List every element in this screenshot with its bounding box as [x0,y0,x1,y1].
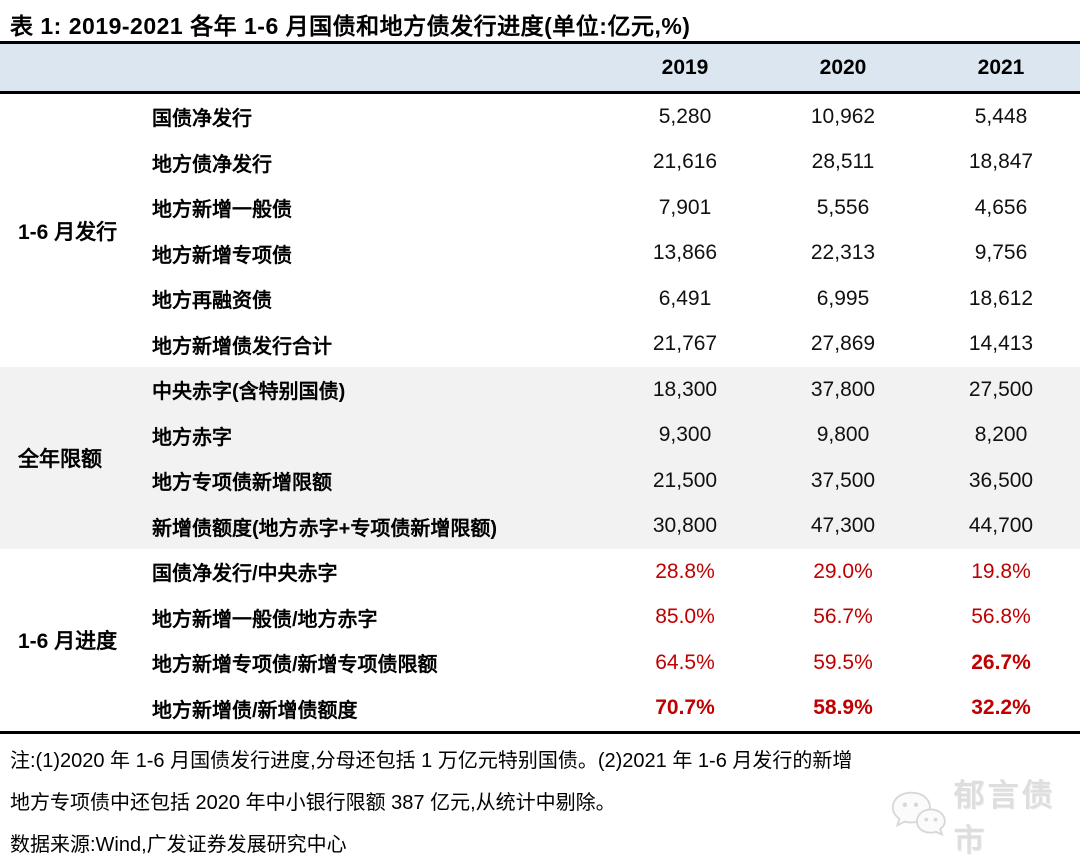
table-title: 表 1: 2019-2021 各年 1-6 月国债和地方债发行进度(单位:亿元,… [10,13,691,39]
value-cell: 28,511 [811,150,875,174]
note-line: 地方专项债中还包括 2020 年中小银行限额 387 亿元,从统计中剔除。 [10,792,616,814]
table-notes: 注:(1)2020 年 1-6 月国债发行进度,分母还包括 1 万亿元特别国债。… [0,734,1080,864]
table-row: 中央赤字(含特别国债) 18,300 37,800 27,500 [150,367,1080,413]
value-cell: 70.7% [655,696,715,720]
value-cell: 14,413 [968,332,1034,356]
value-cell: 32.2% [971,696,1031,720]
wechat-icon [891,791,946,837]
row-label: 地方债净发行 [152,153,272,176]
value-cell: 4,656 [974,195,1028,219]
value-cell: 18,612 [968,286,1034,310]
value-cell: 19.8% [971,559,1031,583]
table-row: 国债净发行 5,280 10,962 5,448 [150,94,1080,140]
table-row: 地方新增一般债/地方赤字 85.0% 56.7% 56.8% [150,595,1080,641]
note-line: 注:(1)2020 年 1-6 月国债发行进度,分母还包括 1 万亿元特别国债。… [10,750,853,772]
value-cell: 56.8% [971,605,1031,629]
value-cell: 6,491 [658,286,712,310]
section-label: 全年限额 [18,448,102,471]
value-cell: 27,500 [968,377,1034,401]
row-label: 地方新增一般债 [152,199,292,222]
value-cell: 37,500 [810,468,876,492]
row-label: 地方新增一般债/地方赤字 [152,608,378,631]
table-row: 新增债额度(地方赤字+专项债新增限额) 30,800 47,300 44,700 [150,504,1080,550]
value-cell: 21,616 [652,150,718,174]
value-cell: 47,300 [810,514,876,538]
table-row: 地方债净发行 21,616 28,511 18,847 [150,140,1080,186]
value-cell: 36,500 [968,468,1034,492]
value-cell: 8,200 [974,423,1028,447]
value-cell: 56.7% [813,605,873,629]
table-header-row: 2019 2020 2021 [0,41,1080,94]
value-cell: 13,866 [652,241,718,265]
value-cell: 9,300 [658,423,712,447]
value-cell: 5,448 [974,104,1028,128]
table-section: 1-6 月进度 国债净发行/中央赤字 28.8% 29.0% 19.8% 地方新增一般债/… [0,549,1080,731]
value-cell: 6,995 [816,286,870,310]
value-cell: 37,800 [810,377,876,401]
row-label: 地方新增债/新增债额度 [152,699,358,722]
row-label: 国债净发行 [152,108,252,131]
table-row: 国债净发行/中央赤字 28.8% 29.0% 19.8% [150,549,1080,595]
table-section: 全年限额 中央赤字(含特别国债) 18,300 37,800 27,500 地方赤字 9,3… [0,367,1080,549]
value-cell: 5,556 [816,195,870,219]
row-label: 地方再融资债 [152,290,272,313]
value-cell: 5,280 [658,104,712,128]
row-label: 新增债额度(地方赤字+专项债新增限额) [152,517,497,540]
value-cell: 22,313 [810,241,876,265]
row-label: 地方新增债发行合计 [152,335,332,358]
value-cell: 30,800 [652,514,718,538]
section-label: 1-6 月进度 [18,630,118,653]
table-row: 地方新增一般债 7,901 5,556 4,656 [150,185,1080,231]
data-source-line: 数据来源:Wind,广发证券发展研究中心 [10,834,347,856]
section-rows: 国债净发行/中央赤字 28.8% 29.0% 19.8% 地方新增一般债/地方赤字 85.… [150,549,1080,731]
watermark: 郁言债市 [890,770,1080,860]
value-cell: 28.8% [655,559,715,583]
value-cell: 26.7% [971,650,1031,674]
table-row: 地方新增债/新增债额度 70.7% 58.9% 32.2% [150,686,1080,732]
year-header-2019: 2019 [661,55,709,79]
value-cell: 64.5% [655,650,715,674]
value-cell: 7,901 [658,195,712,219]
table-row: 地方专项债新增限额 21,500 37,500 36,500 [150,458,1080,504]
row-label: 中央赤字(含特别国债) [152,381,346,404]
value-cell: 18,300 [652,377,718,401]
section-rows: 中央赤字(含特别国债) 18,300 37,800 27,500 地方赤字 9,300 9,… [150,367,1080,549]
value-cell: 27,869 [810,332,876,356]
row-label: 地方赤字 [152,426,232,449]
row-label: 地方专项债新增限额 [152,472,332,495]
table-body: 1-6 月发行 国债净发行 5,280 10,962 5,448 地方债净发行 21,616… [0,94,1080,734]
value-cell: 29.0% [813,559,873,583]
value-cell: 58.9% [813,696,873,720]
row-label: 地方新增专项债 [152,244,292,267]
table-row: 地方赤字 9,300 9,800 8,200 [150,413,1080,459]
watermark-text: 郁言债市 [953,778,1056,858]
value-cell: 44,700 [968,514,1034,538]
section-label: 1-6 月发行 [18,220,118,244]
value-cell: 9,800 [816,423,870,447]
row-label: 地方新增专项债/新增专项债限额 [152,654,438,677]
row-label: 国债净发行/中央赤字 [152,563,338,586]
value-cell: 10,962 [810,104,876,128]
year-header-2020: 2020 [819,55,867,79]
section-rows: 国债净发行 5,280 10,962 5,448 地方债净发行 21,616 28,511 1… [150,94,1080,367]
table-row: 地方新增专项债 13,866 22,313 9,756 [150,231,1080,277]
value-cell: 85.0% [655,605,715,629]
table-section: 1-6 月发行 国债净发行 5,280 10,962 5,448 地方债净发行 21,616… [0,94,1080,367]
value-cell: 59.5% [813,650,873,674]
table-row: 地方新增债发行合计 21,767 27,869 14,413 [150,322,1080,368]
value-cell: 9,756 [974,241,1028,265]
year-header-2021: 2021 [977,55,1025,79]
value-cell: 21,500 [652,468,718,492]
table-row: 地方再融资债 6,491 6,995 18,612 [150,276,1080,322]
value-cell: 21,767 [652,332,718,356]
table-row: 地方新增专项债/新增专项债限额 64.5% 59.5% 26.7% [150,640,1080,686]
value-cell: 18,847 [968,150,1034,174]
